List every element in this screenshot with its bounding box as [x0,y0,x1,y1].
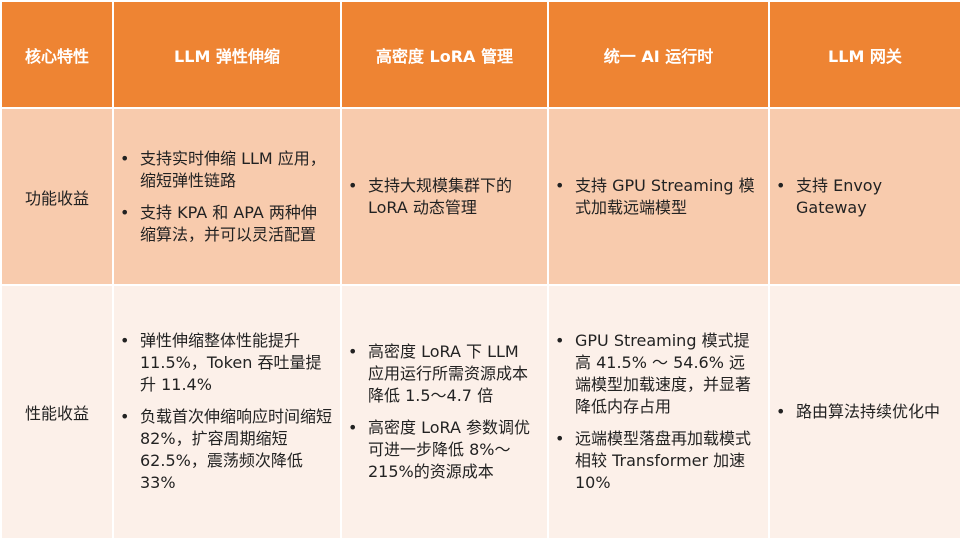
header-row: 核心特性 LLM 弹性伸缩 高密度 LoRA 管理 统一 AI 运行时 LLM … [0,0,960,109]
table-row: 功能收益 支持实时伸缩 LLM 应用，缩短弹性链路 支持 KPA 和 APA 两… [0,107,960,286]
list-item: 高密度 LoRA 下 LLM 应用运行所需资源成本降低 1.5～4.7 倍 [348,341,539,407]
list-item: 弹性伸缩整体性能提升 11.5%，Token 吞吐量提升 11.4% [120,330,332,396]
row-label: 性能收益 [0,284,114,540]
list-item: 支持 KPA 和 APA 两种伸缩算法，并可以灵活配置 [120,202,332,246]
header-lora-management: 高密度 LoRA 管理 [340,0,549,109]
table-cell: 支持大规模集群下的 LoRA 动态管理 [340,107,549,286]
table-cell: 支持实时伸缩 LLM 应用，缩短弹性链路 支持 KPA 和 APA 两种伸缩算法… [112,107,342,286]
list-item: 高密度 LoRA 参数调优可进一步降低 8%～215%的资源成本 [348,417,539,483]
list-item: 远端模型落盘再加载模式相较 Transformer 加速 10% [555,428,760,494]
list-item: 支持大规模集群下的 LoRA 动态管理 [348,175,539,219]
table-cell: GPU Streaming 模式提高 41.5% ～ 54.6% 远端模型加载速… [547,284,770,540]
row-label: 功能收益 [0,107,114,286]
list-item: 支持实时伸缩 LLM 应用，缩短弹性链路 [120,148,332,192]
table-cell: 支持 Envoy Gateway [768,107,960,286]
list-item: 支持 Envoy Gateway [776,175,952,219]
list-item: GPU Streaming 模式提高 41.5% ～ 54.6% 远端模型加载速… [555,330,760,418]
header-llm-gateway: LLM 网关 [768,0,960,109]
header-ai-runtime: 统一 AI 运行时 [547,0,770,109]
header-llm-autoscaling: LLM 弹性伸缩 [112,0,342,109]
table-cell: 高密度 LoRA 下 LLM 应用运行所需资源成本降低 1.5～4.7 倍 高密… [340,284,549,540]
table-cell: 弹性伸缩整体性能提升 11.5%，Token 吞吐量提升 11.4% 负载首次伸… [112,284,342,540]
list-item: 支持 GPU Streaming 模式加载远端模型 [555,175,760,219]
list-item: 负载首次伸缩响应时间缩短 82%，扩容周期缩短 62.5%，震荡频次降低 33% [120,406,332,494]
header-core-feature: 核心特性 [0,0,114,109]
table-row: 性能收益 弹性伸缩整体性能提升 11.5%，Token 吞吐量提升 11.4% … [0,284,960,540]
table-cell: 支持 GPU Streaming 模式加载远端模型 [547,107,770,286]
list-item: 路由算法持续优化中 [776,401,952,423]
table-cell: 路由算法持续优化中 [768,284,960,540]
